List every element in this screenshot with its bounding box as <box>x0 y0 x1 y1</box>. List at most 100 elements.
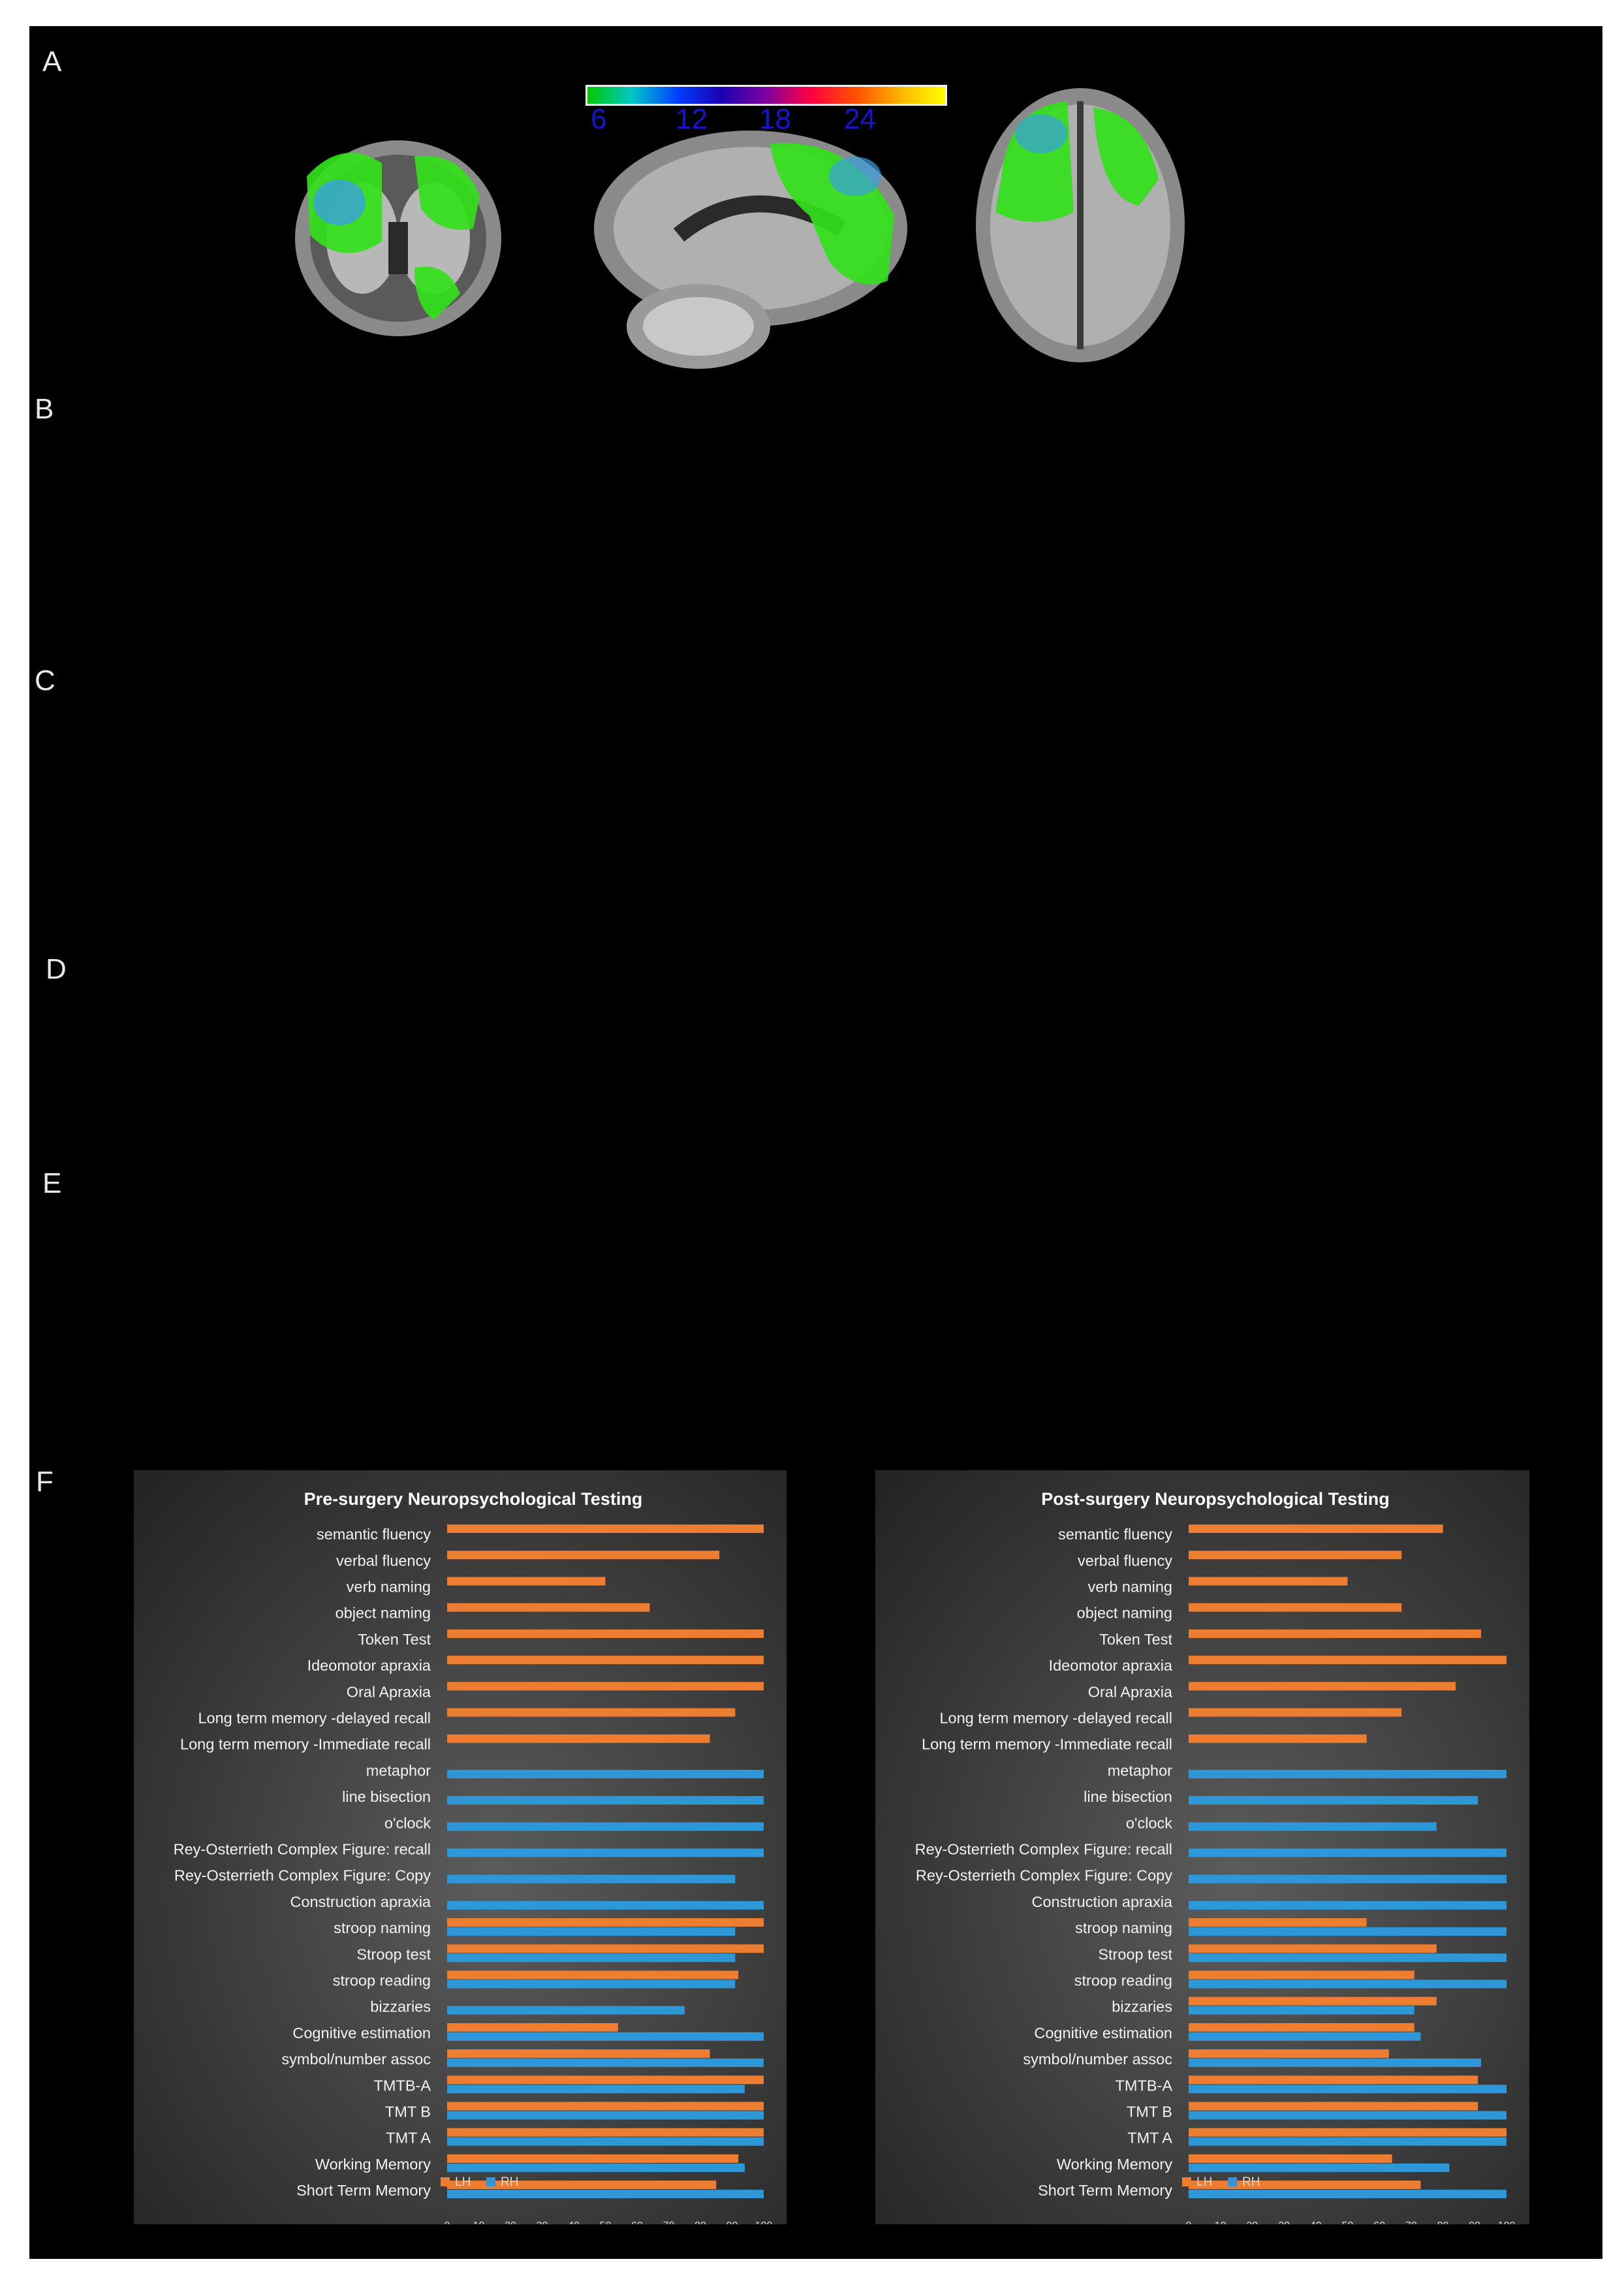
bar-rh <box>1189 1927 1507 1936</box>
colorbar-tick: 6 <box>591 103 607 135</box>
bar-lh <box>1189 2049 1389 2058</box>
figure-canvas: A B C D E F 6 12 18 24 Pre-surgery Neur <box>29 26 1602 2259</box>
category-label: verb naming <box>347 1579 431 1596</box>
bar-lh <box>1189 2102 1478 2111</box>
bar-rh <box>447 2111 764 2120</box>
bar-rh <box>1189 1953 1507 1962</box>
bar-lh <box>447 2128 764 2137</box>
bar-lh <box>1189 2023 1414 2032</box>
category-label: o'clock <box>384 1814 431 1831</box>
bar-rh <box>1189 1979 1507 1989</box>
category-label: TMTB-A <box>1116 2077 1173 2094</box>
bar-lh <box>447 1970 739 1979</box>
legend-swatch-rh <box>486 2177 495 2186</box>
bar-rh <box>447 2190 764 2199</box>
category-label: Long term memory -Immediate recall <box>180 1736 431 1753</box>
x-tick-label: 90 <box>726 2220 738 2224</box>
category-label: verbal fluency <box>1078 1552 1172 1569</box>
colorbar-tick: 18 <box>759 103 791 135</box>
legend-swatch-lh <box>1182 2177 1191 2186</box>
bar-rh <box>1189 1796 1478 1805</box>
category-label: stroop reading <box>333 1972 431 1989</box>
bar-lh <box>447 2075 764 2085</box>
category-label: Rey-Osterrieth Complex Figure: Copy <box>916 1867 1172 1884</box>
bar-rh <box>1189 2032 1421 2041</box>
chart-title: Post-surgery Neuropsychological Testing <box>1041 1489 1390 1509</box>
bar-rh <box>1189 1848 1507 1857</box>
bar-lh <box>447 2154 739 2163</box>
category-label: semantic fluency <box>317 1526 431 1543</box>
x-tick-label: 0 <box>445 2220 450 2224</box>
bar-rh <box>447 1900 764 1910</box>
bar-lh <box>447 1577 606 1586</box>
category-label: Short Term Memory <box>296 2182 431 2199</box>
category-label: Long term memory -Immediate recall <box>922 1736 1172 1753</box>
category-label: Stroop test <box>356 1946 431 1962</box>
x-tick-label: 30 <box>537 2220 548 2224</box>
x-tick-label: 0 <box>1186 2220 1192 2224</box>
x-tick-label: 40 <box>568 2220 580 2224</box>
bar-rh <box>447 1953 736 1962</box>
bar-lh <box>1189 1682 1456 1691</box>
bar-lh <box>1189 1603 1402 1612</box>
category-label: verbal fluency <box>336 1552 431 1569</box>
category-label: TMT B <box>1127 2104 1172 2120</box>
bar-lh <box>1189 1524 1443 1534</box>
bar-rh <box>1189 2190 1507 2199</box>
bar-lh <box>447 2102 764 2111</box>
bar-lh <box>447 2049 710 2058</box>
colorbar-tick: 12 <box>676 103 708 135</box>
x-tick-label: 80 <box>695 2220 706 2224</box>
category-label: Ideomotor apraxia <box>307 1657 431 1674</box>
category-label: TMTB-A <box>374 2077 431 2094</box>
bar-rh <box>447 1979 736 1989</box>
category-label: metaphor <box>366 1762 431 1779</box>
category-label: Token Test <box>1099 1631 1172 1648</box>
category-label: Construction apraxia <box>1031 1893 1172 1910</box>
bar-lh <box>1189 1734 1367 1743</box>
bar-lh <box>1189 1996 1437 2006</box>
panel-label-e: E <box>42 1167 62 1199</box>
coronal-brain-view <box>295 140 501 336</box>
x-tick-label: 10 <box>473 2220 485 2224</box>
chart-background <box>875 1470 1529 2224</box>
bar-lh <box>447 1734 710 1743</box>
category-label: Oral Apraxia <box>347 1683 431 1700</box>
panel-label-c: C <box>35 665 55 697</box>
category-label: symbol/number assoc <box>281 2051 431 2068</box>
category-label: TMT B <box>385 2104 431 2120</box>
category-label: TMT A <box>386 2130 431 2147</box>
category-label: Working Memory <box>315 2156 431 2173</box>
category-label: symbol/number assoc <box>1023 2051 1172 2068</box>
bar-lh <box>1189 1944 1437 1953</box>
panel-label-a: A <box>42 46 62 78</box>
x-tick-label: 20 <box>1247 2220 1258 2224</box>
bar-lh <box>447 1944 764 1953</box>
category-label: stroop naming <box>334 1919 431 1936</box>
bar-rh <box>447 2058 764 2068</box>
bar-lh <box>447 1629 764 1638</box>
bar-rh <box>1189 1874 1507 1883</box>
category-label: metaphor <box>1108 1762 1172 1779</box>
bar-rh <box>1189 1900 1507 1910</box>
category-label: o'clock <box>1126 1814 1172 1831</box>
bar-lh <box>1189 1708 1402 1717</box>
bar-chart-svg: Pre-surgery Neuropsychological Testing se… <box>134 1470 787 2224</box>
category-label: object naming <box>1077 1605 1172 1622</box>
category-label: Cognitive estimation <box>292 2025 431 2041</box>
legend-label-lh: LH <box>1196 2175 1212 2189</box>
x-tick-label: 70 <box>1405 2220 1417 2224</box>
bar-lh <box>1189 1629 1482 1638</box>
bar-rh <box>1189 2058 1482 2068</box>
x-tick-label: 30 <box>1278 2220 1290 2224</box>
category-label: bizzaries <box>370 1998 431 2015</box>
bar-rh <box>447 2137 764 2146</box>
bar-lh <box>1189 1970 1414 1979</box>
bar-rh <box>1189 2085 1507 2094</box>
panel-label-d: D <box>46 953 67 985</box>
x-tick-label: 50 <box>1342 2220 1354 2224</box>
bar-lh <box>1189 1551 1402 1560</box>
bar-lh <box>1189 2154 1392 2163</box>
colorbar <box>586 85 947 106</box>
bar-lh <box>447 1918 764 1927</box>
